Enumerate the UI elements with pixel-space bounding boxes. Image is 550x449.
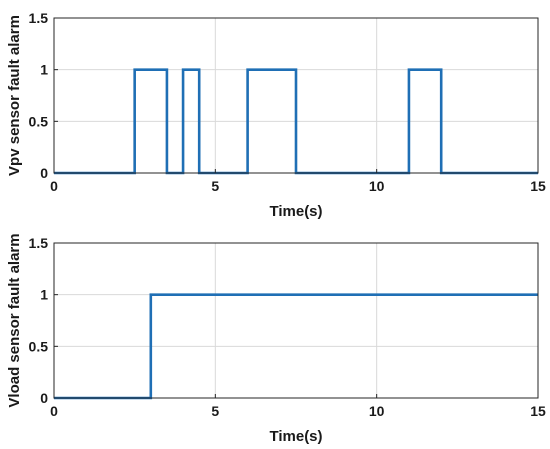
y-tick-label: 0 xyxy=(40,390,48,406)
y-tick-label: 0.5 xyxy=(29,338,49,354)
ticks-2: 0 5 10 15 0 0.5 1 1.5 xyxy=(29,235,546,419)
x-tick-label: 0 xyxy=(50,178,58,194)
x-axis-label-1: Time(s) xyxy=(269,203,322,220)
subplot-2: 0 5 10 15 0 0.5 1 1.5 Time(s) Vload sensor faul… xyxy=(6,233,546,445)
x-tick-label: 10 xyxy=(369,178,385,194)
x-tick-label: 15 xyxy=(530,403,546,419)
x-tick-label: 5 xyxy=(211,403,219,419)
axes-box-2 xyxy=(53,242,539,399)
y-axis-label-2: Vload sensor fault alarm xyxy=(6,233,23,407)
x-tick-label: 10 xyxy=(369,403,385,419)
x-tick-label: 15 xyxy=(530,178,546,194)
axes-box-1 xyxy=(53,17,539,174)
y-tick-label: 1 xyxy=(40,62,48,78)
y-tick-label: 0 xyxy=(40,165,48,181)
y-tick-label: 1 xyxy=(40,287,48,303)
x-tick-label: 5 xyxy=(211,178,219,194)
y-tick-label: 0.5 xyxy=(29,113,49,129)
x-tick-label: 0 xyxy=(50,403,58,419)
x-axis-label-2: Time(s) xyxy=(269,428,322,445)
ticks-1: 0 5 10 15 0 0.5 1 1.5 xyxy=(29,10,546,194)
plot-area-2 xyxy=(54,243,538,398)
y-tick-label: 1.5 xyxy=(29,10,49,26)
subplot-1: 0 5 10 15 0 0.5 1 1.5 Time(s) Vpv sensor fault … xyxy=(6,10,546,220)
y-axis-label-1: Vpv sensor fault alarm xyxy=(6,15,23,176)
y-tick-label: 1.5 xyxy=(29,235,49,251)
